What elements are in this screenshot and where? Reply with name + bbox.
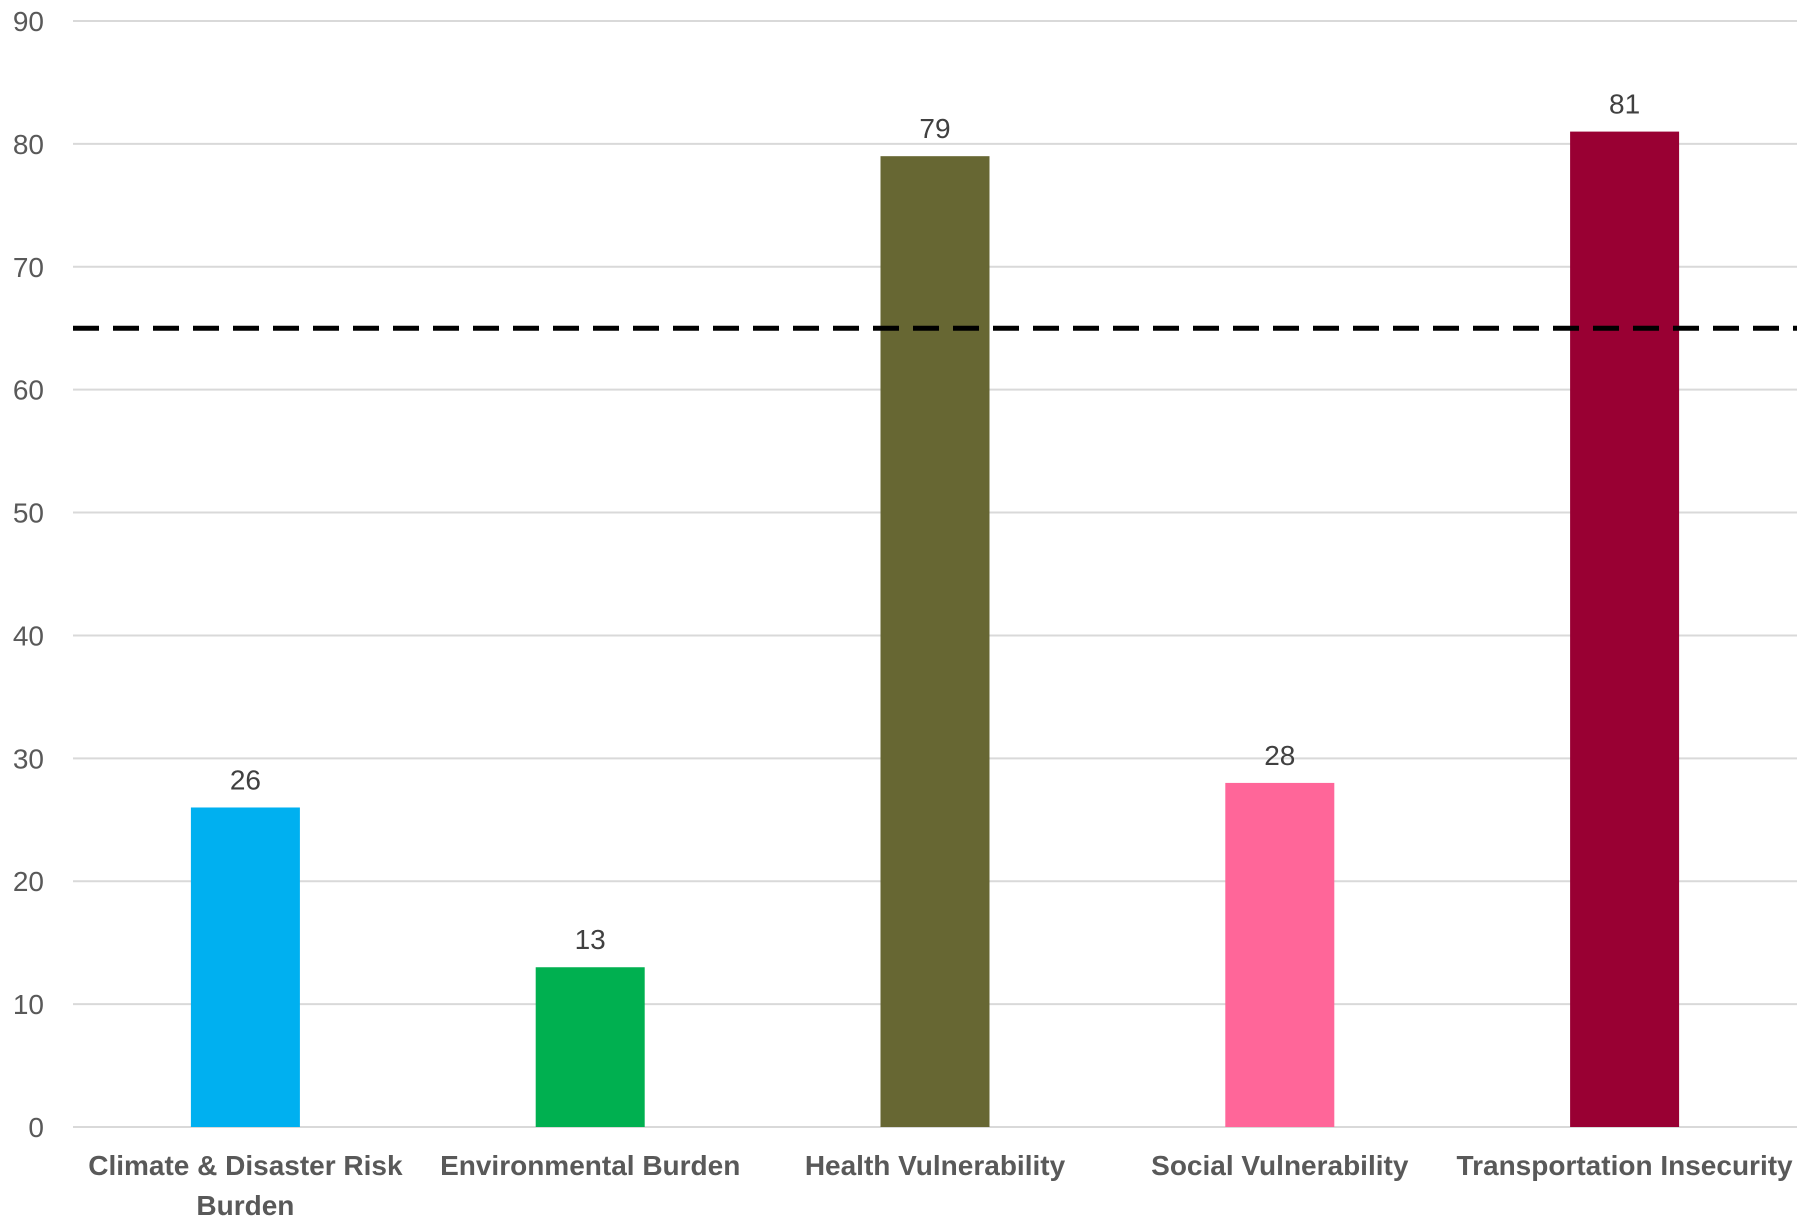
data-labels: 26 13 79 28 81 xyxy=(230,89,1640,956)
bar xyxy=(535,967,645,1127)
y-axis-ticks: 0 10 20 30 40 50 60 70 80 90 xyxy=(13,6,44,1143)
y-tick-label: 80 xyxy=(13,129,44,160)
bar xyxy=(1570,131,1680,1128)
data-label: 79 xyxy=(919,113,950,144)
y-tick-label: 70 xyxy=(13,252,44,283)
bars xyxy=(190,131,1680,1128)
bar xyxy=(1225,782,1335,1127)
data-label: 13 xyxy=(575,924,606,955)
x-tick-label: Transportation Insecurity xyxy=(1457,1150,1793,1181)
x-tick-label: Health Vulnerability xyxy=(805,1150,1066,1181)
y-tick-label: 0 xyxy=(28,1112,44,1143)
x-tick-label: Burden xyxy=(196,1190,294,1219)
bar xyxy=(190,807,300,1127)
x-tick-label: Environmental Burden xyxy=(440,1150,740,1181)
y-tick-label: 50 xyxy=(13,498,44,529)
y-tick-label: 90 xyxy=(13,6,44,37)
y-tick-label: 60 xyxy=(13,375,44,406)
data-label: 28 xyxy=(1264,740,1295,771)
y-tick-label: 10 xyxy=(13,989,44,1020)
y-tick-label: 40 xyxy=(13,620,44,651)
bar xyxy=(880,156,990,1127)
data-label: 26 xyxy=(230,764,261,795)
x-tick-label: Social Vulnerability xyxy=(1151,1150,1409,1181)
y-tick-label: 20 xyxy=(13,866,44,897)
x-tick-label: Climate & Disaster Risk xyxy=(88,1150,403,1181)
x-axis-ticks: Climate & Disaster Risk Burden Environment… xyxy=(88,1150,1793,1219)
data-label: 81 xyxy=(1609,89,1640,120)
y-tick-label: 30 xyxy=(13,743,44,774)
